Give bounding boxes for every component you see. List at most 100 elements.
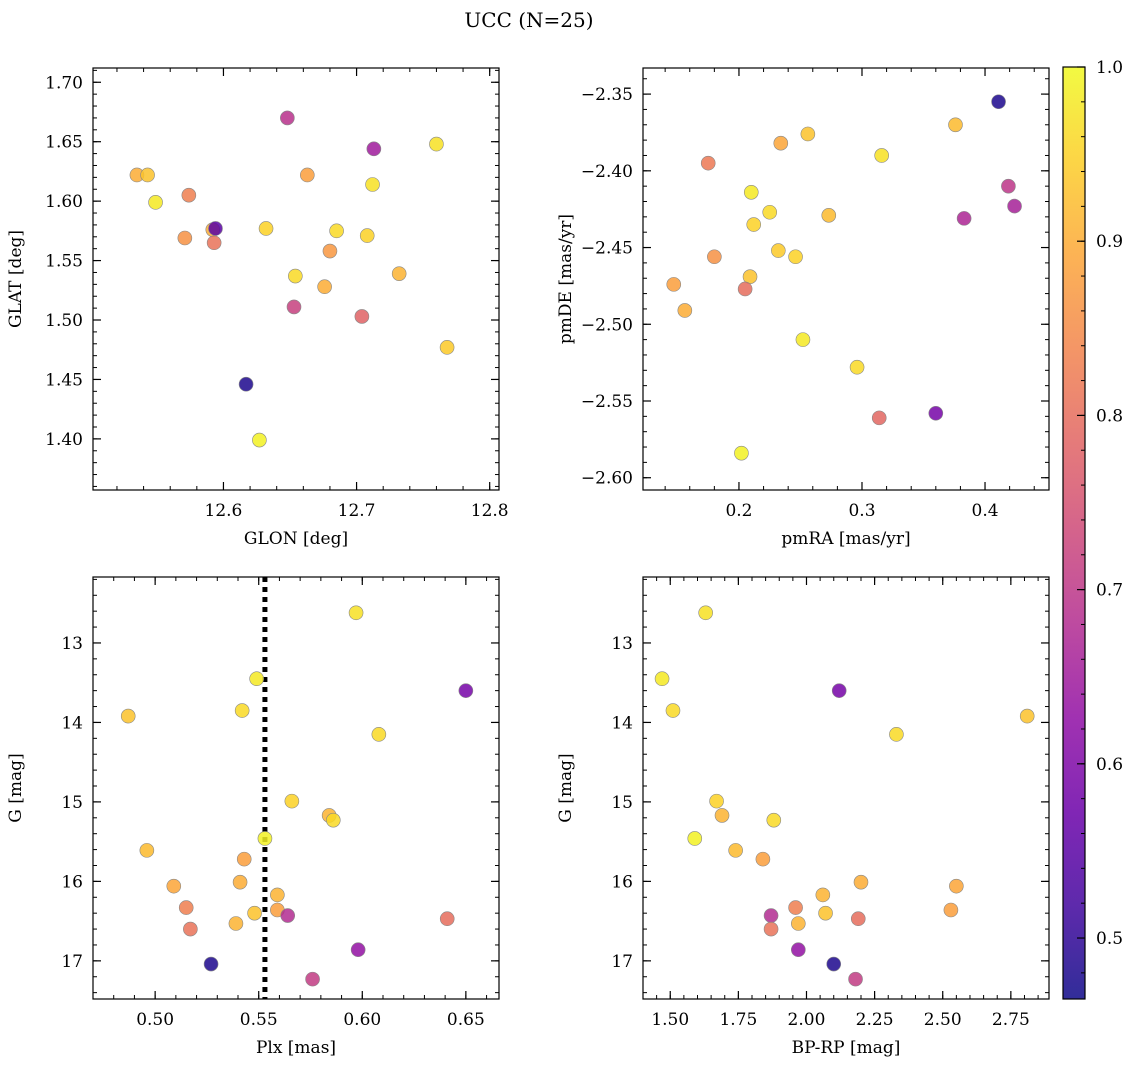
x-tick-label: 2.75 — [992, 1010, 1030, 1030]
data-point — [1019, 708, 1035, 724]
y-tick-label: 1.70 — [45, 73, 83, 93]
data-point — [728, 843, 743, 858]
y-tick-label: −2.55 — [581, 392, 633, 412]
y-tick-label: 17 — [611, 952, 633, 972]
data-point — [234, 703, 250, 718]
data-point — [743, 184, 759, 200]
y-axis-label: GLAT [deg] — [6, 230, 26, 328]
x-tick-label: 0.60 — [343, 1010, 381, 1030]
x-axis-label: BP-RP [mag] — [792, 1038, 901, 1058]
data-point — [140, 167, 155, 183]
x-axis-label: Plx [mas] — [256, 1038, 336, 1058]
data-point — [139, 843, 155, 858]
data-point — [391, 266, 407, 281]
data-point — [258, 221, 274, 236]
data-point — [848, 971, 863, 987]
x-tick-label: 0.3 — [848, 501, 875, 521]
colorbar-tick-label: 0.8 — [1096, 406, 1123, 426]
y-tick-label: 1.50 — [45, 311, 83, 331]
data-point — [247, 905, 262, 921]
data-point — [359, 228, 375, 243]
y-tick-label: 1.40 — [45, 430, 83, 450]
data-point — [788, 900, 803, 915]
data-point — [284, 793, 300, 809]
data-point — [991, 94, 1006, 110]
data-point — [305, 971, 320, 987]
y-tick-label: 15 — [611, 793, 633, 813]
colorbar-tick-label: 0.5 — [1096, 929, 1123, 949]
data-point — [821, 208, 837, 223]
data-point — [709, 793, 724, 809]
data-point — [232, 874, 248, 890]
data-point — [288, 268, 303, 284]
data-point — [280, 908, 296, 923]
y-tick-label: −2.60 — [581, 469, 633, 489]
data-point — [766, 812, 782, 828]
data-point — [238, 376, 254, 392]
data-point — [252, 432, 267, 448]
y-tick-label: 17 — [61, 952, 83, 972]
x-tick-label: 0.50 — [136, 1010, 174, 1030]
data-point — [665, 703, 681, 718]
data-point — [365, 177, 380, 192]
x-tick-label: 0.65 — [447, 1010, 485, 1030]
colorbar-gradient — [1062, 66, 1086, 1000]
data-point — [956, 211, 972, 226]
data-point — [791, 942, 806, 958]
data-point — [826, 956, 842, 972]
panel-3: 0.50 0.55 0.60 0.65 13 14 15 16 17 Plx [mas] G [ma… — [6, 576, 500, 1058]
y-tick-label: 13 — [611, 634, 633, 654]
colorbar-tick-label: 0.6 — [1096, 755, 1123, 775]
data-point — [831, 683, 847, 698]
data-point — [742, 269, 758, 284]
data-point — [371, 727, 387, 742]
data-point — [286, 299, 302, 315]
x-tick-label: 12.8 — [471, 501, 509, 521]
y-tick-label: 16 — [61, 872, 83, 892]
data-point — [928, 405, 944, 421]
data-point — [181, 187, 197, 203]
x-tick-label: 12.6 — [205, 501, 243, 521]
x-axis-label: GLON [deg] — [244, 529, 348, 549]
data-point — [280, 110, 295, 126]
y-tick-label: 1.60 — [45, 192, 83, 212]
x-tick-label: 0.2 — [725, 501, 752, 521]
data-point — [818, 905, 833, 921]
panel-4: 1.50 1.75 2.00 2.25 2.50 2.75 13 14 15 16 17 BP-RP … — [556, 576, 1050, 1058]
x-tick-label: 1.50 — [651, 1010, 689, 1030]
data-point — [300, 167, 315, 183]
x-tick-label: 12.7 — [338, 501, 376, 521]
data-point — [257, 831, 273, 846]
data-point — [714, 808, 730, 823]
data-point — [208, 221, 223, 236]
x-tick-label: 2.00 — [788, 1010, 826, 1030]
data-point — [771, 243, 786, 258]
data-point — [439, 340, 455, 355]
colorbar: 0.5 0.6 0.7 0.8 0.9 1.0 — [1062, 58, 1123, 1000]
data-point — [249, 671, 264, 687]
data-point — [889, 727, 904, 742]
data-point — [746, 217, 762, 232]
data-point — [677, 303, 693, 318]
data-point — [791, 916, 806, 931]
data-point — [763, 921, 779, 937]
y-tick-label: 14 — [61, 713, 83, 733]
data-point — [850, 911, 866, 927]
data-point — [762, 204, 778, 220]
data-point — [354, 309, 370, 324]
panel-2: 0.2 0.3 0.4 −2.60 −2.55 −2.50 −2.45 −2.40 −2.35 p… — [556, 67, 1050, 549]
data-point — [943, 902, 959, 918]
data-point — [734, 445, 749, 461]
data-point — [853, 874, 869, 890]
figure-title: UCC (N=25) — [464, 8, 593, 32]
panels: 12.6 12.7 12.8 1.40 1.45 1.50 1.55 1.60 1.65 1.70… — [6, 67, 1050, 1058]
data-point — [325, 812, 341, 828]
data-point — [737, 281, 753, 297]
data-point — [206, 235, 222, 251]
data-point — [148, 195, 163, 210]
data-point — [795, 332, 811, 347]
x-tick-label: 2.25 — [856, 1010, 894, 1030]
y-axis-label: G [mag] — [6, 753, 26, 822]
data-point — [800, 126, 816, 142]
